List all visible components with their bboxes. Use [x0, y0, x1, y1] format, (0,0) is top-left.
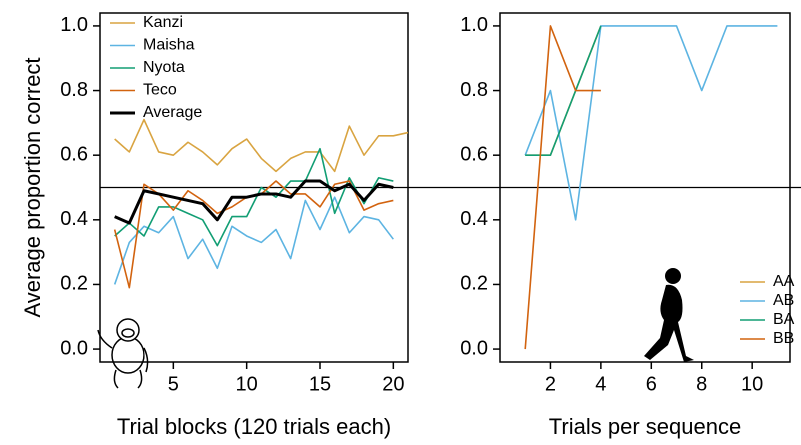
y-tick-label: 0.8	[60, 79, 88, 101]
legend-label: Kanzi	[143, 14, 183, 31]
y-tick-label: 1.0	[60, 14, 88, 36]
x-axis-label: Trial blocks (120 trials each)	[117, 414, 391, 439]
y-tick-label: 0.6	[60, 143, 88, 165]
y-tick-label: 0.2	[60, 273, 88, 295]
y-tick-label: 0.0	[60, 337, 88, 359]
legend-label: Average	[143, 104, 202, 121]
y-axis-label: Average proportion correct	[20, 57, 45, 317]
x-axis-label: Trials per sequence	[549, 414, 741, 439]
legend-label: Maisha	[143, 37, 195, 54]
x-tick-label: 4	[595, 373, 606, 395]
series-line	[524, 25, 601, 350]
series-line	[113, 196, 394, 285]
y-tick-label: 0.8	[460, 79, 488, 101]
x-tick-label: 10	[741, 373, 763, 395]
series-line	[114, 118, 409, 173]
x-tick-label: 6	[646, 373, 657, 395]
chimp-icon	[97, 318, 149, 389]
series-line	[525, 25, 602, 156]
legend-label: BB	[773, 330, 794, 347]
y-tick-label: 0.4	[460, 208, 488, 230]
legend-label: Nyota	[143, 59, 185, 76]
x-tick-label: 8	[696, 373, 707, 395]
series-line	[114, 179, 394, 225]
y-tick-label: 0.6	[460, 143, 488, 165]
legend-label: BA	[773, 311, 795, 328]
x-tick-label: 5	[168, 373, 179, 395]
x-tick-label: 2	[545, 373, 556, 395]
x-tick-label: 20	[382, 373, 404, 395]
y-tick-label: 0.4	[60, 208, 88, 230]
series-line	[524, 25, 778, 221]
x-tick-label: 10	[236, 373, 258, 395]
y-tick-label: 1.0	[460, 14, 488, 36]
y-tick-label: 0.0	[460, 337, 488, 359]
legend-label: AB	[773, 292, 794, 309]
x-tick-label: 15	[309, 373, 331, 395]
human-icon	[644, 268, 694, 362]
legend-label: Teco	[143, 82, 177, 99]
legend-label: AA	[773, 273, 795, 290]
y-tick-label: 0.2	[460, 273, 488, 295]
